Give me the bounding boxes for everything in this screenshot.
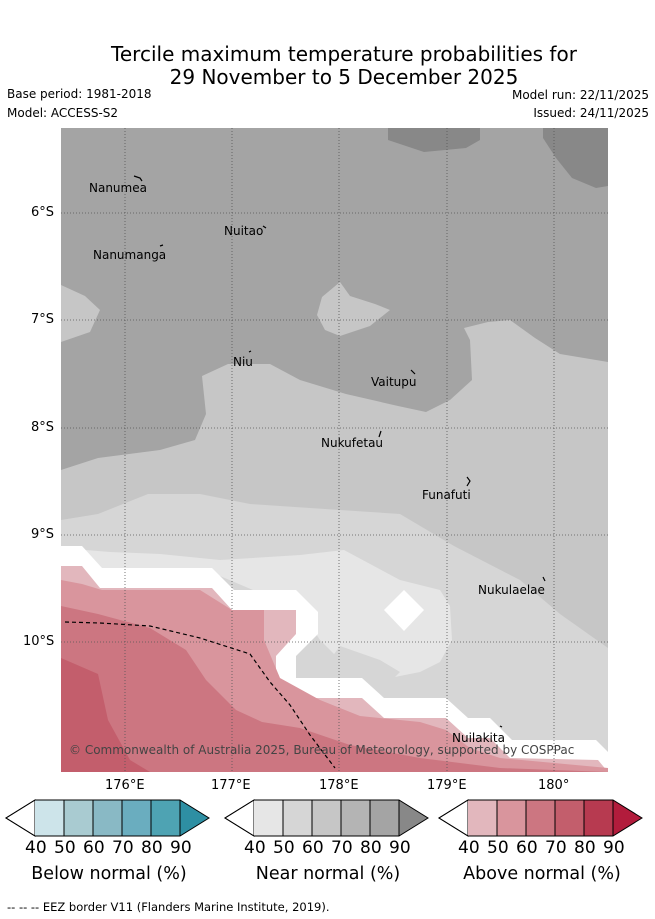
place-label-nukufetau: Nukufetau: [321, 436, 384, 450]
below-normal-title: Below normal (%): [31, 864, 187, 884]
white-no-signal-diamond: [384, 590, 424, 631]
place-label-nanumea: Nanumea: [89, 181, 147, 195]
eez-border-note: -- -- -- EEZ border V11 (Flanders Marine…: [7, 900, 330, 914]
above-normal-colorbar: [438, 799, 643, 837]
forecast-map: [61, 128, 608, 772]
lon-label-179e: 179°E: [427, 778, 467, 793]
near-swatch-70-80: [341, 800, 370, 836]
model-run: Model run: 22/11/2025: [511, 88, 649, 102]
near-normal-50-60-region-central: [317, 282, 390, 336]
below-over-arrow: [180, 800, 209, 836]
lat-label-10s: 10°S: [23, 634, 55, 649]
near-normal-70-80-region-north: [388, 128, 480, 152]
lon-label-177e: 177°E: [211, 778, 251, 793]
near-swatch-40-50: [254, 800, 283, 836]
above-tick-60: 60: [516, 838, 538, 858]
below-swatch-40-50: [35, 800, 64, 836]
near-tick-60: 60: [302, 838, 324, 858]
below-normal-colorbar: [5, 799, 210, 837]
place-label-nuitao: Nuitao: [224, 224, 264, 238]
place-label-funafuti: Funafuti: [422, 488, 471, 502]
above-swatch-60-70: [526, 800, 555, 836]
near-swatch-50-60: [283, 800, 312, 836]
below-tick-70: 70: [112, 838, 134, 858]
above-swatch-70-80: [555, 800, 584, 836]
graticule: [61, 128, 608, 772]
below-tick-90: 90: [170, 838, 192, 858]
near-under-arrow: [224, 799, 255, 837]
place-label-nukulaelae: Nukulaelae: [478, 583, 545, 597]
place-label-nanumanga: Nanumanga: [93, 248, 167, 262]
near-swatch-60-70: [312, 800, 341, 836]
lat-label-9s: 9°S: [31, 527, 55, 542]
below-under-arrow: [5, 799, 36, 837]
lon-label-180: 180°: [538, 778, 570, 793]
below-tick-50: 50: [54, 838, 76, 858]
above-over-arrow: [613, 800, 642, 836]
near-normal-70-80-region-northeast: [543, 128, 608, 188]
near-normal-colorbar: [224, 799, 429, 837]
above-tick-40: 40: [458, 838, 480, 858]
base-period: Base period: 1981-2018: [7, 87, 152, 101]
near-normal-below-40-region: [61, 548, 452, 680]
below-tick-80: 80: [141, 838, 163, 858]
below-tick-40: 40: [25, 838, 47, 858]
near-tick-50: 50: [273, 838, 295, 858]
title-line-2: 29 November to 5 December 2025: [169, 65, 519, 89]
below-swatch-50-60: [64, 800, 93, 836]
above-swatch-40-50: [468, 800, 497, 836]
model-name: Model: ACCESS-S2: [7, 106, 119, 120]
below-swatch-70-80: [122, 800, 151, 836]
above-normal-title: Above normal (%): [463, 864, 621, 884]
lat-label-8s: 8°S: [31, 420, 55, 435]
lat-label-7s: 7°S: [31, 312, 55, 327]
below-tick-60: 60: [83, 838, 105, 858]
copyright-notice: © Commonwealth of Australia 2025, Bureau…: [69, 743, 575, 757]
above-normal-70-80-region: [61, 658, 150, 772]
lat-label-6s: 6°S: [31, 205, 55, 220]
issued-date: Issued: 24/11/2025: [533, 106, 649, 120]
above-tick-70: 70: [545, 838, 567, 858]
place-label-nuilakita: Nuilakita: [452, 731, 505, 745]
lon-label-178e: 178°E: [319, 778, 359, 793]
near-tick-80: 80: [360, 838, 382, 858]
place-label-vaitupu: Vaitupu: [371, 375, 417, 389]
title-line-1: Tercile maximum temperature probabilitie…: [111, 42, 577, 66]
above-under-arrow: [438, 799, 469, 837]
island-outlines: [133, 175, 546, 728]
near-tick-70: 70: [331, 838, 353, 858]
near-normal-title: Near normal (%): [255, 864, 401, 884]
above-normal-60-70-region: [61, 606, 608, 772]
above-tick-50: 50: [487, 838, 509, 858]
lon-label-176e: 176°E: [105, 778, 145, 793]
near-tick-90: 90: [389, 838, 411, 858]
above-tick-80: 80: [574, 838, 596, 858]
near-over-arrow: [399, 800, 428, 836]
above-swatch-50-60: [497, 800, 526, 836]
near-swatch-80-90: [370, 800, 399, 836]
below-swatch-80-90: [151, 800, 180, 836]
above-swatch-80-90: [584, 800, 613, 836]
near-normal-50-60-region-west: [61, 285, 100, 342]
above-tick-90: 90: [603, 838, 625, 858]
below-swatch-60-70: [93, 800, 122, 836]
eez-border: [64, 621, 336, 769]
place-label-niu: Niu: [233, 355, 253, 369]
near-tick-40: 40: [244, 838, 266, 858]
